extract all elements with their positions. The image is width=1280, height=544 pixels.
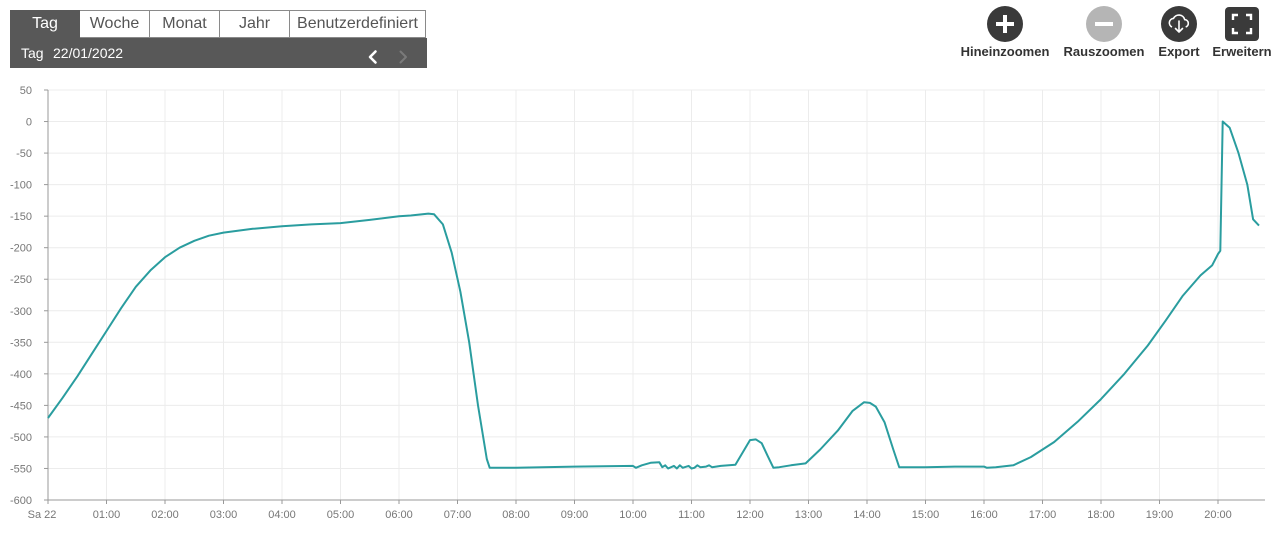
x-tick-label: 11:00 (678, 509, 705, 521)
x-tick-label: 20:00 (1204, 509, 1232, 521)
tab-year[interactable]: Jahr (220, 10, 290, 38)
zoom-out-button[interactable]: Rauszoomen (1061, 6, 1147, 59)
chart-axes: 50 0 -50 -100 -150 -200 -250 -300 -350 -400 -450 -5… (10, 85, 1265, 521)
x-tick-label: 10:00 (619, 509, 647, 521)
chart-series (47, 120, 1260, 470)
y-tick-label: -300 (10, 306, 32, 318)
x-tick-label: 03:00 (210, 509, 238, 521)
x-tick-label: 06:00 (385, 509, 413, 521)
minus-icon (1086, 6, 1122, 42)
cloud-download-icon (1161, 6, 1197, 42)
x-tick-label: 05:00 (327, 509, 355, 521)
y-tick-label: -250 (10, 274, 32, 286)
y-tick-label: -150 (10, 211, 32, 223)
y-tick-label: -600 (10, 495, 32, 507)
y-tick-label: -500 (10, 432, 32, 444)
x-tick-label: 08:00 (502, 509, 530, 521)
tab-custom[interactable]: Benutzerdefiniert (290, 10, 426, 38)
y-tick-label: -50 (16, 148, 32, 160)
y-tick-label: -450 (10, 400, 32, 412)
expand-label: Erweitern (1212, 44, 1272, 59)
zoom-in-button[interactable]: Hineinzoomen (958, 6, 1052, 59)
export-button[interactable]: Export (1154, 6, 1204, 59)
y-tick-label: 50 (20, 85, 32, 97)
x-tick-label: 04:00 (268, 509, 296, 521)
x-tick-label: 12:00 (736, 509, 764, 521)
zoom-in-label: Hineinzoomen (960, 44, 1050, 59)
date-period-label: Tag (21, 45, 44, 61)
chevron-left-icon[interactable] (365, 45, 381, 64)
tab-day[interactable]: Tag (10, 10, 80, 38)
x-tick-label: 01:00 (93, 509, 121, 521)
tab-month[interactable]: Monat (150, 10, 220, 38)
expand-button[interactable]: Erweitern (1210, 6, 1274, 59)
current-date: 22/01/2022 (53, 45, 124, 61)
chevron-right-icon (395, 45, 411, 64)
x-tick-label: 19:00 (1146, 509, 1174, 521)
export-label: Export (1158, 44, 1200, 59)
x-tick-label: Sa 22 (28, 509, 57, 521)
x-tick-label: 07:00 (444, 509, 472, 521)
x-tick-label: 13:00 (795, 509, 823, 521)
x-tick-label: 14:00 (853, 509, 881, 521)
y-tick-label: -550 (10, 463, 32, 475)
x-tick-label: 16:00 (970, 509, 998, 521)
tab-week[interactable]: Woche (80, 10, 150, 38)
x-tick-label: 18:00 (1087, 509, 1115, 521)
series-line (47, 120, 1260, 470)
date-navigator: Tag 22/01/2022 (10, 38, 427, 68)
y-tick-label: -100 (10, 180, 32, 192)
plus-icon (987, 6, 1023, 42)
y-tick-label: -400 (10, 369, 32, 381)
y-tick-label: 0 (26, 117, 32, 129)
chart-grid (47, 89, 1265, 501)
zoom-out-label: Rauszoomen (1063, 44, 1145, 59)
y-tick-label: -350 (10, 337, 32, 349)
period-tabs: Tag Woche Monat Jahr Benutzerdefiniert (10, 10, 426, 38)
y-tick-label: -200 (10, 243, 32, 255)
x-tick-label: 15:00 (912, 509, 940, 521)
fullscreen-icon (1225, 7, 1259, 41)
x-tick-label: 02:00 (151, 509, 179, 521)
x-tick-label: 09:00 (561, 509, 589, 521)
x-tick-label: 17:00 (1029, 509, 1057, 521)
line-chart: 50 0 -50 -100 -150 -200 -250 -300 -350 -400 -450 -5… (10, 85, 1265, 521)
